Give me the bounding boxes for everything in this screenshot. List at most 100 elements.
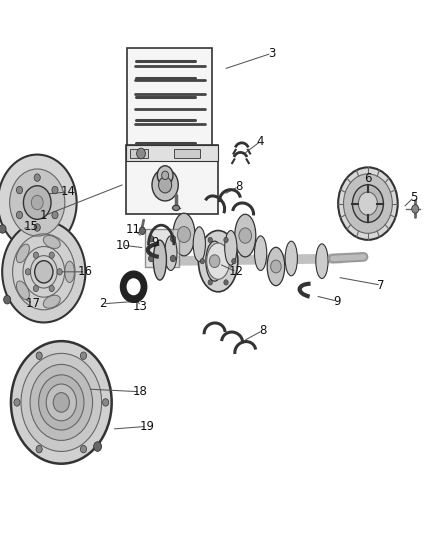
Ellipse shape bbox=[173, 213, 195, 256]
Text: 13: 13 bbox=[133, 300, 148, 313]
Circle shape bbox=[34, 174, 40, 181]
FancyBboxPatch shape bbox=[127, 48, 212, 147]
Circle shape bbox=[412, 205, 419, 213]
Circle shape bbox=[16, 211, 22, 219]
Circle shape bbox=[46, 384, 77, 421]
Ellipse shape bbox=[17, 281, 29, 300]
Ellipse shape bbox=[193, 227, 205, 262]
Text: 17: 17 bbox=[25, 297, 40, 310]
Circle shape bbox=[33, 285, 39, 292]
Circle shape bbox=[36, 446, 42, 453]
Circle shape bbox=[271, 260, 281, 273]
Text: 1: 1 bbox=[40, 209, 48, 222]
Circle shape bbox=[159, 177, 172, 193]
Circle shape bbox=[32, 196, 43, 209]
FancyBboxPatch shape bbox=[130, 149, 148, 158]
Circle shape bbox=[224, 280, 228, 285]
Circle shape bbox=[49, 252, 54, 259]
Text: 18: 18 bbox=[133, 385, 148, 398]
Circle shape bbox=[30, 365, 92, 440]
Ellipse shape bbox=[43, 236, 60, 248]
Circle shape bbox=[162, 171, 169, 180]
Circle shape bbox=[0, 155, 77, 251]
Circle shape bbox=[24, 186, 51, 220]
Ellipse shape bbox=[207, 243, 230, 279]
Text: 5: 5 bbox=[410, 191, 417, 204]
Circle shape bbox=[49, 285, 54, 292]
Text: 10: 10 bbox=[115, 239, 130, 252]
FancyBboxPatch shape bbox=[126, 145, 218, 214]
Ellipse shape bbox=[17, 244, 29, 263]
Circle shape bbox=[139, 227, 145, 235]
Text: 15: 15 bbox=[23, 220, 38, 233]
Ellipse shape bbox=[15, 392, 108, 419]
Circle shape bbox=[170, 255, 176, 262]
Circle shape bbox=[148, 236, 154, 242]
Circle shape bbox=[102, 399, 109, 406]
Text: 4: 4 bbox=[257, 135, 265, 148]
Ellipse shape bbox=[198, 231, 238, 292]
Circle shape bbox=[4, 295, 11, 304]
Circle shape bbox=[81, 352, 87, 359]
Text: 12: 12 bbox=[229, 265, 244, 278]
Ellipse shape bbox=[65, 261, 74, 282]
Circle shape bbox=[343, 174, 392, 233]
Ellipse shape bbox=[165, 236, 177, 271]
Circle shape bbox=[2, 221, 85, 322]
Ellipse shape bbox=[235, 214, 256, 257]
Circle shape bbox=[338, 167, 398, 240]
Circle shape bbox=[152, 169, 178, 201]
Circle shape bbox=[208, 280, 212, 285]
Circle shape bbox=[25, 269, 31, 275]
Ellipse shape bbox=[267, 247, 285, 286]
Circle shape bbox=[14, 399, 20, 406]
Circle shape bbox=[239, 228, 251, 243]
Circle shape bbox=[209, 255, 220, 268]
Ellipse shape bbox=[122, 273, 145, 301]
Text: 8: 8 bbox=[259, 324, 266, 337]
Ellipse shape bbox=[285, 241, 297, 276]
Circle shape bbox=[10, 169, 65, 236]
Circle shape bbox=[34, 224, 40, 231]
Ellipse shape bbox=[254, 236, 267, 271]
Ellipse shape bbox=[127, 278, 141, 295]
Text: 8: 8 bbox=[235, 180, 242, 193]
Ellipse shape bbox=[11, 341, 112, 464]
Circle shape bbox=[208, 237, 212, 243]
Circle shape bbox=[170, 236, 176, 242]
Circle shape bbox=[53, 393, 69, 412]
Circle shape bbox=[39, 375, 84, 430]
Circle shape bbox=[94, 442, 102, 451]
Text: 3: 3 bbox=[268, 47, 275, 60]
Text: 19: 19 bbox=[139, 420, 154, 433]
FancyBboxPatch shape bbox=[145, 229, 179, 266]
FancyBboxPatch shape bbox=[126, 145, 218, 161]
Circle shape bbox=[36, 352, 42, 359]
Circle shape bbox=[57, 269, 62, 275]
Circle shape bbox=[148, 255, 154, 262]
Circle shape bbox=[177, 227, 191, 243]
FancyBboxPatch shape bbox=[174, 149, 200, 158]
Circle shape bbox=[137, 148, 145, 159]
Text: 9: 9 bbox=[333, 295, 341, 308]
Text: 6: 6 bbox=[364, 172, 372, 185]
Circle shape bbox=[232, 259, 236, 264]
Ellipse shape bbox=[225, 230, 237, 265]
Ellipse shape bbox=[173, 205, 180, 211]
Circle shape bbox=[35, 261, 53, 283]
Ellipse shape bbox=[206, 241, 223, 281]
Ellipse shape bbox=[316, 244, 328, 279]
Circle shape bbox=[353, 185, 383, 222]
Circle shape bbox=[157, 166, 173, 185]
Circle shape bbox=[33, 252, 39, 259]
Circle shape bbox=[81, 446, 87, 453]
Circle shape bbox=[52, 211, 58, 219]
Ellipse shape bbox=[43, 295, 60, 308]
Circle shape bbox=[358, 192, 378, 215]
Circle shape bbox=[224, 237, 228, 243]
Circle shape bbox=[200, 259, 205, 264]
Text: 11: 11 bbox=[126, 223, 141, 236]
Text: 7: 7 bbox=[377, 279, 385, 292]
Text: 14: 14 bbox=[60, 185, 75, 198]
Text: 2: 2 bbox=[99, 297, 107, 310]
